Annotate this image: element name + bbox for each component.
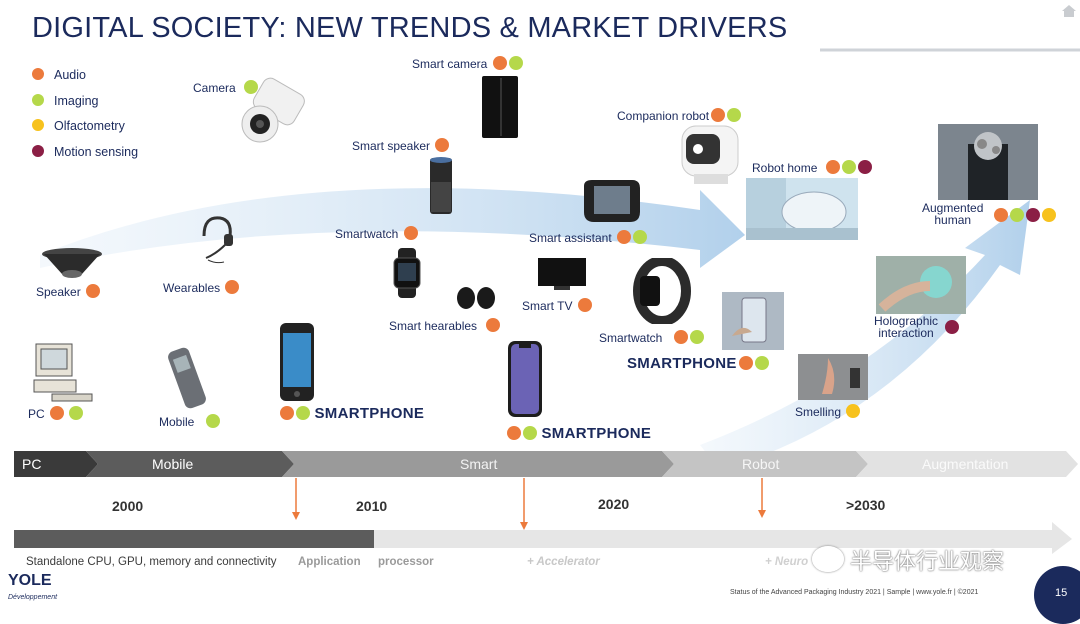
legend-audio: Audio xyxy=(30,68,86,82)
pc-icon xyxy=(33,343,93,402)
audio-dot xyxy=(577,298,592,312)
stage-smart: Smart xyxy=(460,456,498,472)
imaging-dot xyxy=(727,108,742,122)
processor-neuro: + Neuro xyxy=(765,556,809,568)
smartwatch-icon xyxy=(393,248,421,298)
imaging-dot xyxy=(69,406,84,420)
robot-home-icon xyxy=(746,178,858,240)
watermark: 半导体行业观察 xyxy=(812,544,1004,576)
device-smelling: Smelling xyxy=(795,404,861,419)
audio-dot xyxy=(86,284,101,298)
footer-text: Status of the Advanced Packaging Industr… xyxy=(730,589,979,596)
device-wearables: Wearables xyxy=(163,280,240,295)
stage-mobile: Mobile xyxy=(152,456,194,472)
smartphone-icon-2 xyxy=(508,341,542,417)
yole-logo: YOLE Développement xyxy=(8,572,58,601)
smartphone-hologram-icon xyxy=(722,292,784,350)
imaging-dot xyxy=(842,160,857,174)
smartphone-label-2: SMARTPHONE xyxy=(507,425,651,442)
device-companion-robot: Companion robot xyxy=(617,108,742,123)
device-speaker: Speaker xyxy=(36,284,101,299)
legend-imaging: Imaging xyxy=(30,94,98,108)
smartphone-icon xyxy=(280,323,314,401)
smartphone-label-3: SMARTPHONE xyxy=(627,355,769,372)
audio-dot xyxy=(50,406,65,420)
device-camera: Camera xyxy=(193,80,259,95)
audio-dot xyxy=(435,138,450,152)
audio-dot xyxy=(485,318,500,332)
audio-dot xyxy=(617,230,632,244)
device-augmented-human: Augmented human xyxy=(922,201,984,227)
trend-swoosh xyxy=(40,48,1080,470)
smart-assistant-icon xyxy=(584,180,640,222)
year-2020: 2020 xyxy=(598,496,630,512)
stage-timeline xyxy=(14,451,1078,477)
olfactometry-dot xyxy=(846,404,861,418)
audio-dot xyxy=(826,160,841,174)
processor-application: Application xyxy=(298,556,361,568)
year-2010: 2010 xyxy=(356,498,388,514)
augmented-human-dots xyxy=(992,207,1056,225)
legend-motion-sensing: Motion sensing xyxy=(30,145,138,159)
smart-camera-icon xyxy=(482,76,518,138)
headset-icon xyxy=(202,216,233,264)
audio-dot xyxy=(711,108,726,122)
processor-accelerator: + Accelerator xyxy=(527,556,600,568)
device-smart-hearables: Smart hearables xyxy=(389,318,500,333)
device-smart-tv: Smart TV xyxy=(522,298,592,313)
camera-icon xyxy=(241,77,305,143)
year-2000: 2000 xyxy=(112,498,144,514)
nose-sensor-icon xyxy=(798,354,868,400)
imaging-dot xyxy=(633,230,648,244)
companion-robot-icon xyxy=(681,125,739,184)
page-title: DIGITAL SOCIETY: NEW TRENDS & MARKET DRI… xyxy=(32,12,788,44)
earbuds-icon xyxy=(457,287,495,309)
motion-sensing-dot xyxy=(858,160,873,174)
mobile-phone-icon xyxy=(168,347,206,409)
smart-speaker-icon xyxy=(430,157,452,214)
year-2030: >2030 xyxy=(846,497,886,513)
legend-olfactometry: Olfactometry xyxy=(30,119,125,133)
motion-sensing-dot xyxy=(945,320,959,334)
device-holographic-interaction: Holographic interaction xyxy=(874,314,939,340)
speaker-icon xyxy=(42,248,102,278)
device-mobile: Mobile xyxy=(159,414,221,429)
smart-tv-icon xyxy=(538,258,586,290)
stage-robot: Robot xyxy=(742,456,780,472)
augmented-human-icon xyxy=(938,124,1038,200)
processor-bar xyxy=(14,478,1072,554)
imaging-dot xyxy=(206,414,221,428)
device-smart-speaker: Smart speaker xyxy=(352,138,450,153)
audio-dot xyxy=(403,226,418,240)
smartphone-label-1: SMARTPHONE xyxy=(280,405,424,422)
fitness-band-icon xyxy=(633,258,691,324)
device-smart-assistant: Smart assistant xyxy=(529,230,648,245)
device-smart-camera: Smart camera xyxy=(412,56,523,71)
wechat-icon xyxy=(812,546,844,572)
audio-dot xyxy=(674,330,689,344)
home-icon[interactable] xyxy=(1061,4,1077,18)
device-smartwatch: Smartwatch xyxy=(335,226,418,241)
stage-pc: PC xyxy=(22,456,42,472)
imaging-dot xyxy=(244,80,259,94)
processor-processor: processor xyxy=(378,556,434,568)
device-smartwatch-2: Smartwatch xyxy=(599,330,705,345)
device-robot-home: Robot home xyxy=(752,160,873,175)
stage-augmentation: Augmentation xyxy=(922,456,1009,472)
audio-dot xyxy=(492,56,507,70)
hologram-hand-icon xyxy=(876,256,966,314)
page-number: 15 xyxy=(1055,587,1068,599)
processor-standalone: Standalone CPU, GPU, memory and connecti… xyxy=(26,556,277,568)
device-pc: PC xyxy=(28,406,84,421)
imaging-dot xyxy=(508,56,523,70)
imaging-dot xyxy=(690,330,705,344)
audio-dot xyxy=(225,280,240,294)
